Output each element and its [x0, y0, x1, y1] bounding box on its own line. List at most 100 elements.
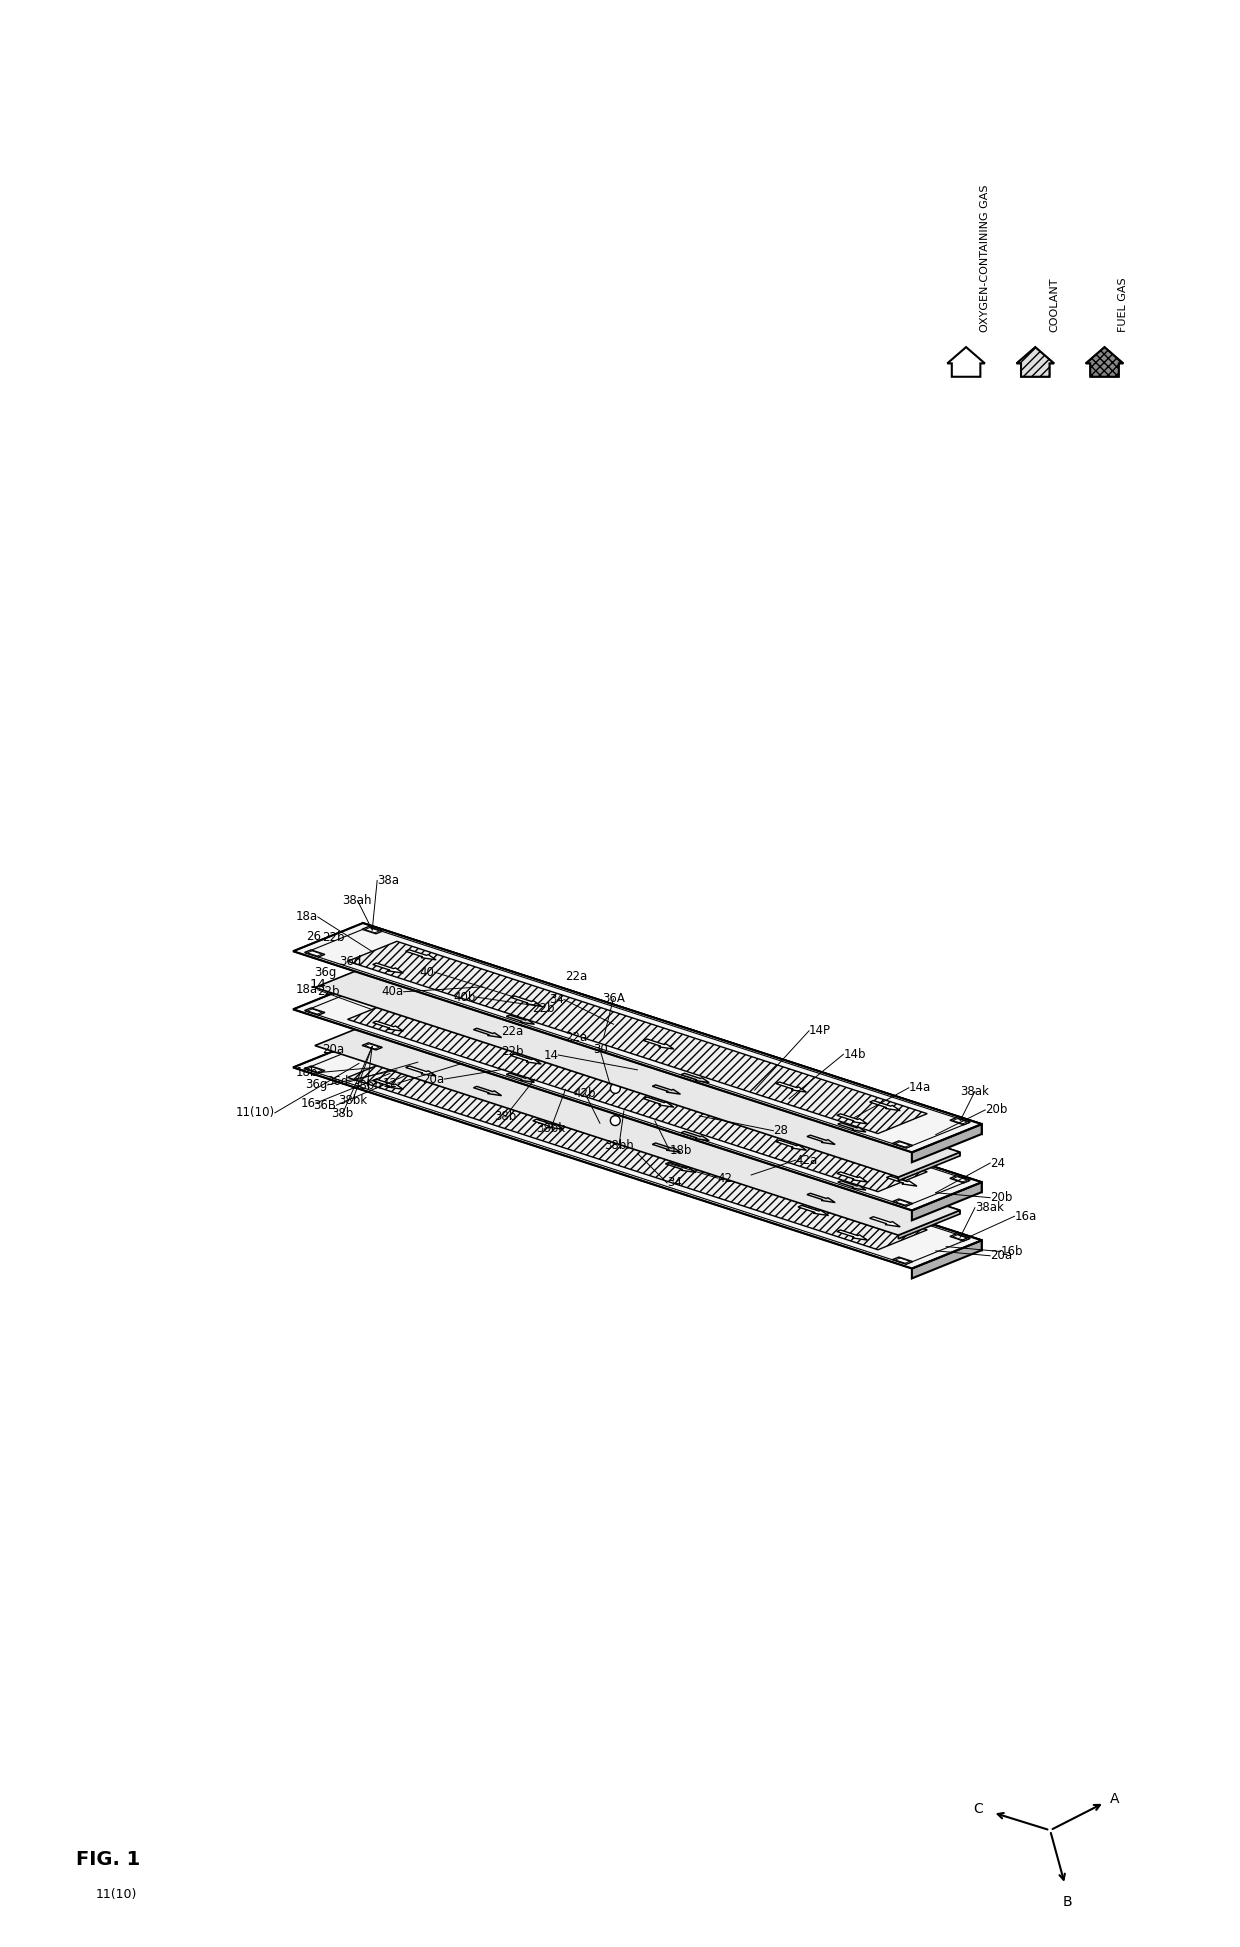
- Polygon shape: [506, 1073, 534, 1083]
- Text: 18b: 18b: [295, 1067, 317, 1079]
- Text: 30: 30: [593, 1044, 608, 1055]
- Polygon shape: [950, 1118, 970, 1125]
- Polygon shape: [511, 1053, 542, 1065]
- Polygon shape: [405, 1009, 436, 1018]
- Polygon shape: [807, 1194, 836, 1203]
- Text: OXYGEN-CONTAINING GAS: OXYGEN-CONTAINING GAS: [980, 185, 990, 333]
- Text: 20b: 20b: [990, 1192, 1013, 1203]
- Text: 18a: 18a: [295, 911, 317, 923]
- Polygon shape: [373, 1079, 403, 1088]
- Polygon shape: [666, 1162, 696, 1172]
- Polygon shape: [911, 1240, 982, 1279]
- Polygon shape: [293, 1040, 982, 1269]
- Polygon shape: [373, 1020, 403, 1032]
- Text: 36A: 36A: [601, 993, 625, 1005]
- Polygon shape: [898, 1153, 960, 1180]
- Polygon shape: [308, 1067, 322, 1073]
- Polygon shape: [838, 1123, 866, 1131]
- Polygon shape: [644, 1040, 673, 1049]
- Polygon shape: [837, 1114, 867, 1123]
- Text: 38bk: 38bk: [337, 1094, 367, 1108]
- Polygon shape: [644, 1096, 673, 1108]
- Text: 38b: 38b: [331, 1108, 353, 1120]
- Text: 38bh: 38bh: [352, 1079, 382, 1092]
- Text: 36d: 36d: [326, 1075, 348, 1088]
- Text: 38a: 38a: [377, 874, 399, 888]
- Polygon shape: [362, 927, 382, 935]
- Text: 42a: 42a: [796, 1155, 818, 1166]
- Polygon shape: [377, 1020, 960, 1215]
- Polygon shape: [293, 981, 982, 1211]
- Text: COOLANT: COOLANT: [1049, 278, 1059, 333]
- Polygon shape: [363, 1040, 982, 1250]
- Polygon shape: [305, 950, 325, 958]
- Polygon shape: [807, 1135, 836, 1145]
- Text: FUEL GAS: FUEL GAS: [1118, 278, 1128, 333]
- Polygon shape: [869, 1217, 900, 1227]
- Circle shape: [610, 1083, 620, 1094]
- Text: A: A: [1110, 1791, 1118, 1805]
- Text: 22b: 22b: [501, 1046, 525, 1057]
- Text: 11(10): 11(10): [236, 1106, 275, 1120]
- Text: 18a: 18a: [295, 983, 317, 997]
- Polygon shape: [1086, 347, 1123, 378]
- Text: 38ah: 38ah: [342, 894, 372, 907]
- Text: 38bk: 38bk: [536, 1121, 565, 1135]
- Polygon shape: [652, 1143, 681, 1153]
- Text: 38bh: 38bh: [604, 1139, 634, 1153]
- Polygon shape: [362, 985, 382, 991]
- Polygon shape: [365, 1044, 379, 1049]
- Text: 14P: 14P: [808, 1024, 831, 1038]
- Polygon shape: [506, 1014, 534, 1024]
- Polygon shape: [363, 923, 982, 1133]
- Text: 24: 24: [990, 1157, 1006, 1170]
- Polygon shape: [405, 950, 436, 960]
- Polygon shape: [293, 923, 982, 1153]
- Polygon shape: [869, 1100, 900, 1110]
- Polygon shape: [952, 1176, 967, 1182]
- Polygon shape: [776, 1083, 806, 1092]
- Polygon shape: [308, 1009, 322, 1014]
- Polygon shape: [837, 1231, 867, 1240]
- Text: 40b: 40b: [453, 991, 475, 1003]
- Text: 36g: 36g: [305, 1079, 327, 1092]
- Polygon shape: [347, 999, 928, 1192]
- Polygon shape: [838, 1180, 866, 1190]
- Polygon shape: [799, 1205, 828, 1215]
- Polygon shape: [952, 1120, 967, 1123]
- Text: 36g: 36g: [314, 966, 336, 979]
- Polygon shape: [869, 1158, 900, 1168]
- Text: FIG. 1: FIG. 1: [76, 1850, 140, 1869]
- Polygon shape: [474, 1086, 502, 1096]
- Polygon shape: [474, 1028, 502, 1038]
- Polygon shape: [895, 1258, 910, 1264]
- Text: 40: 40: [419, 966, 434, 979]
- Text: 14a: 14a: [909, 1081, 931, 1094]
- Text: 26: 26: [306, 931, 321, 942]
- Polygon shape: [898, 1211, 960, 1238]
- Polygon shape: [950, 1234, 970, 1240]
- Text: 42: 42: [718, 1172, 733, 1184]
- Text: 22b: 22b: [317, 985, 340, 997]
- Text: 22a: 22a: [565, 1030, 588, 1044]
- Text: 20a: 20a: [990, 1250, 1012, 1262]
- Text: 12: 12: [383, 1077, 398, 1090]
- Text: 22b: 22b: [322, 931, 345, 944]
- Text: 40a: 40a: [382, 985, 403, 999]
- Polygon shape: [952, 1234, 967, 1240]
- Polygon shape: [363, 981, 982, 1192]
- Polygon shape: [950, 1176, 970, 1184]
- Text: 14b: 14b: [843, 1047, 866, 1061]
- Text: B: B: [1063, 1894, 1073, 1908]
- Polygon shape: [377, 962, 960, 1157]
- Polygon shape: [365, 985, 379, 991]
- Text: 34: 34: [549, 993, 564, 1007]
- Polygon shape: [893, 1199, 913, 1205]
- Polygon shape: [362, 1044, 382, 1049]
- Polygon shape: [308, 950, 322, 956]
- Text: 28: 28: [774, 1123, 789, 1137]
- Polygon shape: [347, 1057, 928, 1250]
- Polygon shape: [893, 1258, 913, 1264]
- Text: 22a: 22a: [565, 970, 588, 983]
- Polygon shape: [405, 1065, 436, 1077]
